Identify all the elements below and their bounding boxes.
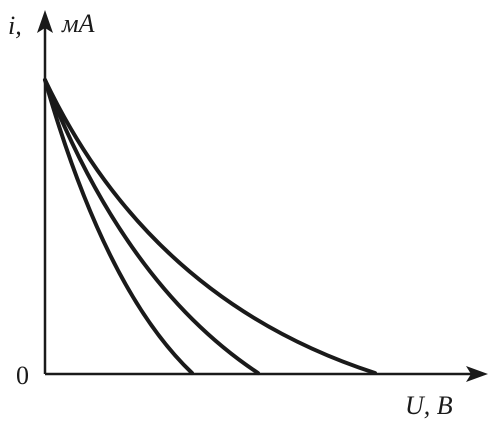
y-axis-symbol: i, <box>8 11 22 40</box>
curve <box>43 78 377 375</box>
origin-label: 0 <box>16 361 29 390</box>
y-axis-arrow <box>37 10 53 33</box>
curve <box>43 78 260 375</box>
y-axis-unit: мА <box>61 9 95 38</box>
x-axis-arrow <box>466 366 488 382</box>
curve <box>43 78 194 375</box>
x-axis-label: U, В <box>405 391 453 420</box>
